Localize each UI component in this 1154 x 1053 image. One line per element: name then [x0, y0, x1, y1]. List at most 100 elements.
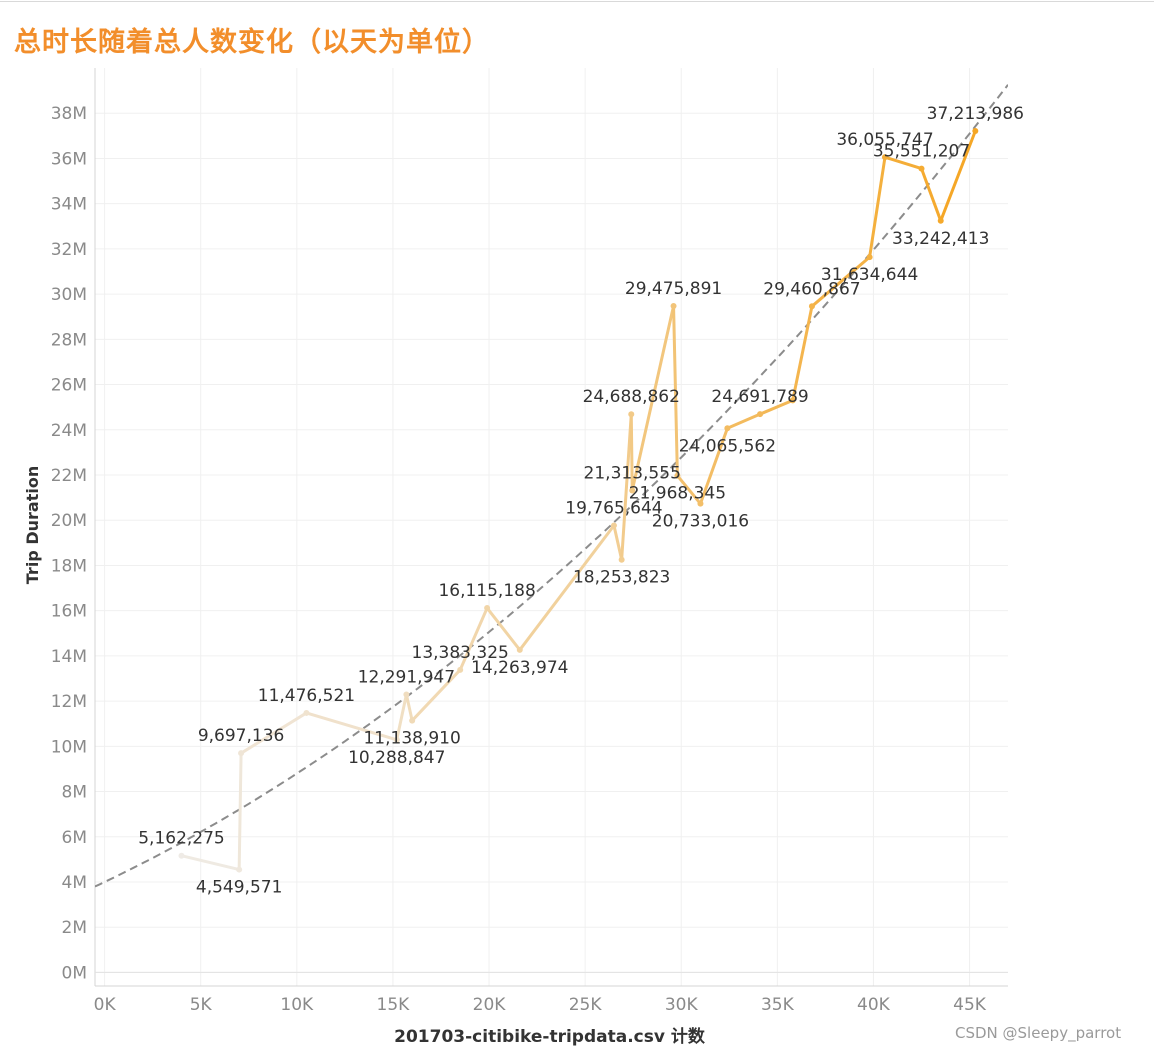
- data-label: 31,634,644: [821, 265, 918, 285]
- series-segment: [675, 474, 702, 506]
- data-label: 29,460,867: [763, 279, 860, 299]
- series-segment: [304, 711, 399, 742]
- data-label: 35,551,207: [873, 142, 970, 162]
- data-label: 11,476,521: [258, 686, 355, 706]
- data-point: [724, 425, 731, 432]
- data-label: 9,697,136: [198, 726, 285, 746]
- y-tick-label: 14M: [51, 647, 87, 667]
- y-tick-label: 34M: [51, 195, 87, 215]
- y-tick-label: 32M: [51, 240, 87, 260]
- data-point: [516, 646, 523, 653]
- x-tick-label: 40K: [857, 995, 891, 1015]
- data-point: [238, 750, 245, 757]
- series-segment: [810, 255, 872, 308]
- data-point: [789, 397, 796, 404]
- series-segment: [239, 711, 308, 755]
- data-label: 36,055,747: [836, 130, 933, 150]
- data-point: [303, 709, 310, 716]
- data-label: 14,263,974: [471, 658, 568, 678]
- data-point: [628, 411, 635, 418]
- data-label: 11,138,910: [363, 729, 460, 749]
- data-point: [674, 472, 681, 479]
- series-segment: [518, 524, 616, 652]
- data-label: 18,253,823: [573, 568, 670, 588]
- chart-title: 总时长随着总人数变化（以天为单位）: [14, 27, 490, 58]
- x-tick-label: 35K: [761, 995, 795, 1015]
- series-segment: [868, 155, 887, 259]
- y-tick-label: 36M: [51, 149, 87, 169]
- x-tick-label: 25K: [569, 995, 603, 1015]
- data-label: 5,162,275: [138, 829, 225, 849]
- series-segment: [629, 412, 634, 493]
- axes: 0M 2M 4M 6M 8M 10M 12M 14M 16M 18M 20M 22M 24M 26M 28M…: [51, 68, 1008, 1015]
- series-segment: [672, 304, 679, 478]
- data-point: [918, 165, 925, 172]
- x-tick-label: 15K: [377, 995, 411, 1015]
- data-point: [757, 411, 764, 418]
- series-segment: [620, 412, 633, 562]
- series-segment: [758, 398, 795, 416]
- y-tick-label: 4M: [62, 873, 87, 893]
- y-tick-label: 2M: [62, 918, 87, 938]
- data-labels: 5,162,275 4,549,571 9,697,136 11,476,521 10,…: [138, 104, 1024, 898]
- series-segment: [698, 426, 729, 506]
- data-label: 24,691,789: [711, 387, 808, 407]
- data-point: [881, 154, 888, 161]
- data-point: [670, 302, 677, 309]
- y-tick-label: 38M: [51, 104, 87, 124]
- x-axis-title: 201703-citibike-tripdata.csv 计数: [394, 1026, 706, 1047]
- trend-line-layer: [95, 84, 1008, 888]
- series-segment: [612, 524, 624, 562]
- y-tick-label: 12M: [51, 692, 87, 712]
- data-point: [178, 852, 185, 859]
- trend-line: [95, 84, 1008, 888]
- y-tick-label: 10M: [51, 737, 87, 757]
- data-point: [697, 500, 704, 507]
- series-segment: [920, 167, 943, 223]
- data-label: 13,383,325: [412, 643, 509, 663]
- data-label: 21,313,555: [584, 464, 681, 484]
- data-label: 4,549,571: [196, 878, 283, 898]
- data-point: [403, 691, 410, 698]
- data-point: [236, 866, 243, 873]
- data-point: [484, 605, 491, 612]
- x-tick-label: 30K: [665, 995, 699, 1015]
- data-label: 16,115,188: [438, 581, 535, 601]
- top-divider: [0, 1, 1154, 2]
- data-point: [972, 127, 979, 134]
- data-points: [178, 127, 979, 873]
- y-tick-label: 6M: [62, 828, 87, 848]
- series-segment: [725, 412, 762, 430]
- y-tick-label: 22M: [51, 466, 87, 486]
- y-tick-label: 30M: [51, 285, 87, 305]
- y-tick-label: 20M: [51, 511, 87, 531]
- y-axis-title: Trip Duration: [23, 466, 42, 584]
- series-segment: [883, 155, 924, 171]
- y-tick-label: 18M: [51, 556, 87, 576]
- x-tick-label: 5K: [190, 995, 213, 1015]
- watermark: CSDN @Sleepy_parrot: [955, 1024, 1122, 1042]
- data-point: [409, 717, 416, 724]
- series-segment: [410, 668, 462, 723]
- y-tick-label: 0M: [62, 963, 87, 983]
- data-point: [393, 736, 400, 743]
- series-segment: [791, 304, 814, 402]
- x-tick-label: 20K: [473, 995, 507, 1015]
- data-label: 12,291,947: [358, 668, 455, 688]
- x-tick-label: 45K: [953, 995, 987, 1015]
- series-line-layer: [179, 129, 977, 872]
- data-label: 24,065,562: [679, 436, 776, 456]
- series-segment: [395, 693, 408, 742]
- y-tick-label: 16M: [51, 602, 87, 622]
- y-tick-label: 8M: [62, 783, 87, 803]
- data-label: 21,968,345: [629, 484, 726, 504]
- series-segment: [237, 751, 243, 872]
- y-tick-label: 26M: [51, 376, 87, 396]
- y-tick-label: 28M: [51, 330, 87, 350]
- series-segment: [179, 854, 241, 872]
- x-tick-label: 10K: [280, 995, 314, 1015]
- series-segment: [939, 129, 977, 223]
- data-point: [866, 254, 873, 261]
- series-segment: [485, 606, 522, 652]
